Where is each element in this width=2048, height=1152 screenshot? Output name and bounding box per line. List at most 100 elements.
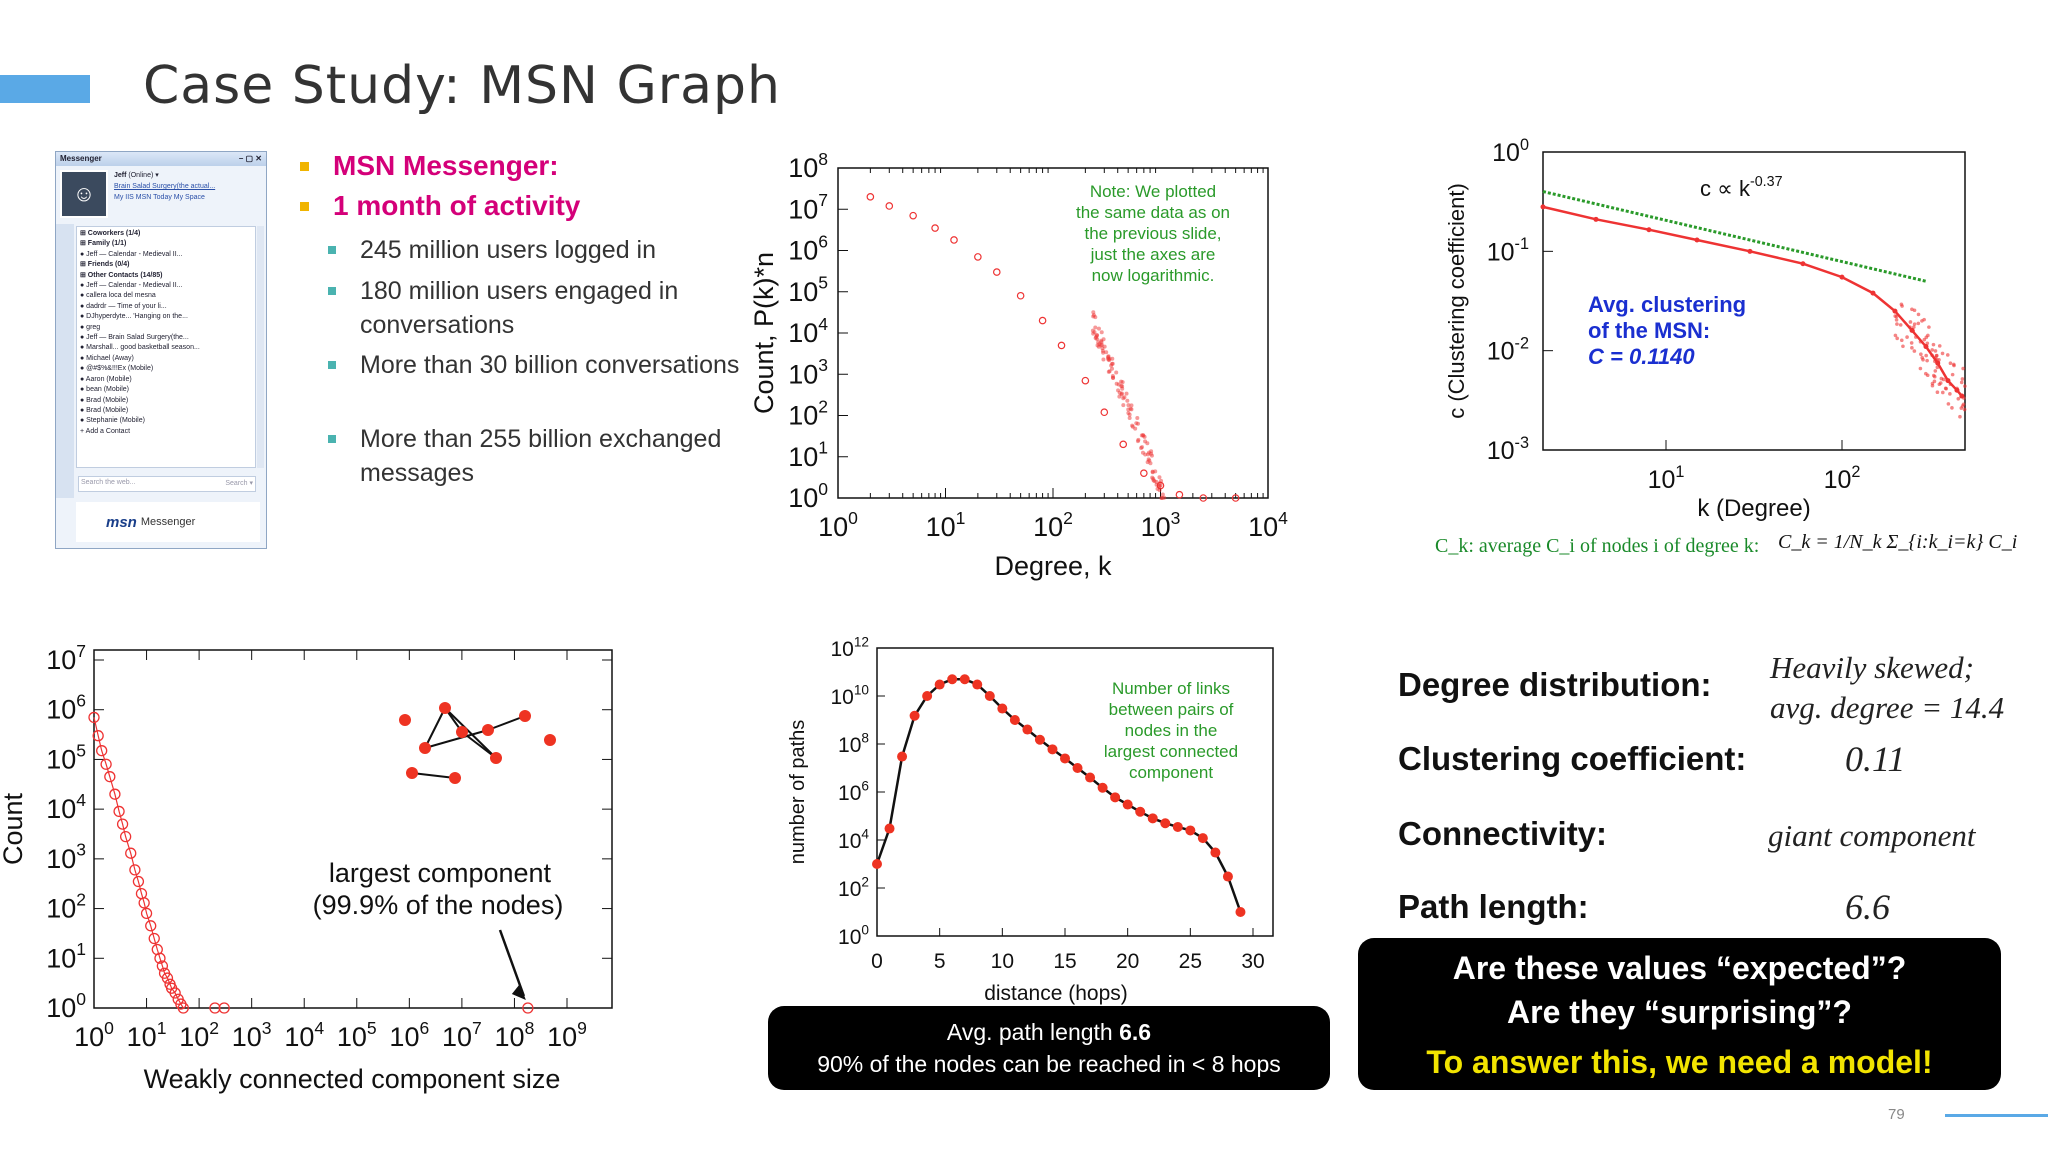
contact-item[interactable]: ● Marshall... good basketball season... xyxy=(80,343,252,353)
window-controls-icon[interactable]: – ▢ ✕ xyxy=(239,154,262,164)
data-point-dense xyxy=(1926,342,1930,346)
data-point-dense xyxy=(1941,352,1945,356)
messenger-search[interactable]: Search the web... Search ▾ xyxy=(78,476,256,492)
bullet-sub-4: More than 255 billion exchanged messages xyxy=(360,422,740,490)
path-length-chart: 0 5 10 15 20 25 30 100 102 104 106 108 1010 1012 Numbe… xyxy=(780,636,1300,1011)
data-point-dense xyxy=(1934,369,1938,373)
question-2: Are they “surprising”? xyxy=(1358,990,2001,1034)
network-node xyxy=(439,702,451,714)
data-point xyxy=(1058,342,1064,348)
data-point xyxy=(897,752,907,762)
contact-item[interactable]: ● Jeff — Calendar - Medieval II... xyxy=(80,281,252,291)
summary-label-path: Path length: xyxy=(1398,888,1589,926)
messenger-user: Jeff xyxy=(114,172,126,179)
data-point xyxy=(935,680,945,690)
slide-title: Case Study: MSN Graph xyxy=(143,56,781,116)
data-point-dense xyxy=(1961,404,1965,408)
data-point xyxy=(997,704,1007,714)
y-tick-label: 107 xyxy=(46,641,86,675)
chart-note-line: now logarithmic. xyxy=(1092,266,1215,285)
data-point-dense xyxy=(1135,416,1139,420)
contact-item[interactable]: ● Jeff — Calendar - Medieval II... xyxy=(80,250,252,260)
data-point-dense xyxy=(1157,475,1161,479)
data-point-dense xyxy=(1101,358,1105,362)
data-point-dense xyxy=(1141,451,1145,455)
contact-item[interactable]: ● DJhyperdyte... 'Hanging on the... xyxy=(80,312,252,322)
data-point-dense xyxy=(1134,421,1138,425)
contact-item[interactable]: ● Brad (Mobile) xyxy=(80,406,252,416)
data-point xyxy=(1160,818,1170,828)
search-button[interactable]: Search ▾ xyxy=(225,479,253,489)
data-point-dense xyxy=(1914,335,1918,339)
contact-group[interactable]: ⊞ Family (1/1) xyxy=(80,239,252,249)
data-point-dense xyxy=(1960,381,1964,385)
msn-logo: msn Messenger xyxy=(76,502,260,542)
data-point-dense xyxy=(1947,402,1951,406)
data-point xyxy=(1047,744,1057,754)
data-point xyxy=(1039,317,1045,323)
avatar-icon[interactable]: ☺ xyxy=(60,170,108,218)
data-point xyxy=(1022,725,1032,735)
data-point-dense xyxy=(1097,327,1101,331)
y-tick-label: 107 xyxy=(788,190,828,224)
path-box-value: 6.6 xyxy=(1119,1019,1151,1045)
data-point-dense xyxy=(1955,387,1959,391)
network-node xyxy=(490,752,502,764)
y-tick-label: 1012 xyxy=(830,636,869,661)
messenger-titlebar: Messenger – ▢ ✕ xyxy=(56,152,266,166)
y-tick-label: 100 xyxy=(1492,136,1529,167)
contact-group[interactable]: ⊞ Other Contacts (14/85) xyxy=(80,271,252,281)
avg-clustering-value: C = 0.1140 xyxy=(1588,344,1695,369)
y-tick-label: 10-1 xyxy=(1487,235,1529,266)
data-point-dense xyxy=(1913,322,1917,326)
contact-item[interactable]: ● @#$%&!!!Ex (Mobile) xyxy=(80,364,252,374)
contact-item[interactable]: ● Stephanie (Mobile) xyxy=(80,416,252,426)
data-point xyxy=(1945,378,1950,383)
messenger-personal-msg[interactable]: Brain Salad Surgery(the actual... xyxy=(114,181,215,192)
data-point-dense xyxy=(1919,367,1923,371)
y-tick-label: 105 xyxy=(46,740,86,774)
x-tick-label: 100 xyxy=(74,1018,114,1052)
contact-item[interactable]: ● Brad (Mobile) xyxy=(80,396,252,406)
x-tick-label: 105 xyxy=(337,1018,377,1052)
question-box: Are these values “expected”? Are they “s… xyxy=(1358,938,2001,1090)
y-tick-label: 108 xyxy=(788,149,828,183)
data-point xyxy=(1135,807,1145,817)
chart-note-line: between pairs of xyxy=(1109,700,1234,719)
contact-item[interactable]: ● callera loca del mesna xyxy=(80,291,252,301)
messenger-status[interactable]: (Online) ▾ xyxy=(128,172,158,179)
summary-value-connectivity: giant component xyxy=(1768,818,1976,854)
contact-group[interactable]: ⊞ Friends (0/4) xyxy=(80,260,252,270)
data-point xyxy=(1694,238,1699,243)
x-tick-label: 102 xyxy=(1824,463,1861,494)
y-tick-label: 100 xyxy=(838,923,869,949)
y-tick-label: 10-3 xyxy=(1487,434,1529,465)
data-point-dense xyxy=(1106,355,1110,359)
data-point xyxy=(985,691,995,701)
contact-item[interactable]: ● Jeff — Brain Salad Surgery(the... xyxy=(80,333,252,343)
contact-item[interactable]: ● dadrdr — Time of your li... xyxy=(80,302,252,312)
messenger-links[interactable]: My IIS MSN Today My Space xyxy=(114,192,215,203)
data-point-dense xyxy=(1900,338,1904,342)
contact-group[interactable]: ⊞ Coworkers (1/4) xyxy=(80,229,252,239)
messenger-profile: ☺ Jeff (Online) ▾ Brain Salad Surgery(th… xyxy=(56,166,266,224)
network-node xyxy=(544,734,556,746)
search-input[interactable]: Search the web... xyxy=(81,479,135,489)
y-tick-label: 101 xyxy=(788,438,828,472)
contact-item[interactable]: ● Aaron (Mobile) xyxy=(80,375,252,385)
data-point xyxy=(1870,291,1875,296)
contact-scrollbar[interactable] xyxy=(257,226,264,468)
data-point-dense xyxy=(1908,325,1912,329)
contact-item[interactable]: ● Michael (Away) xyxy=(80,354,252,364)
contact-item[interactable]: ● bean (Mobile) xyxy=(80,385,252,395)
add-contact-button[interactable]: + Add a Contact xyxy=(80,427,252,437)
data-point-dense xyxy=(1932,343,1936,347)
data-point-dense xyxy=(1121,380,1125,384)
avg-clustering-label: of the MSN: xyxy=(1588,318,1710,343)
data-point-dense xyxy=(1944,386,1948,390)
contact-item[interactable]: ● greg xyxy=(80,323,252,333)
chart-note-line: the previous slide, xyxy=(1084,224,1221,243)
chart-note-line: component xyxy=(1129,763,1213,782)
data-point-dense xyxy=(1948,392,1952,396)
data-point-dense xyxy=(1895,322,1899,326)
